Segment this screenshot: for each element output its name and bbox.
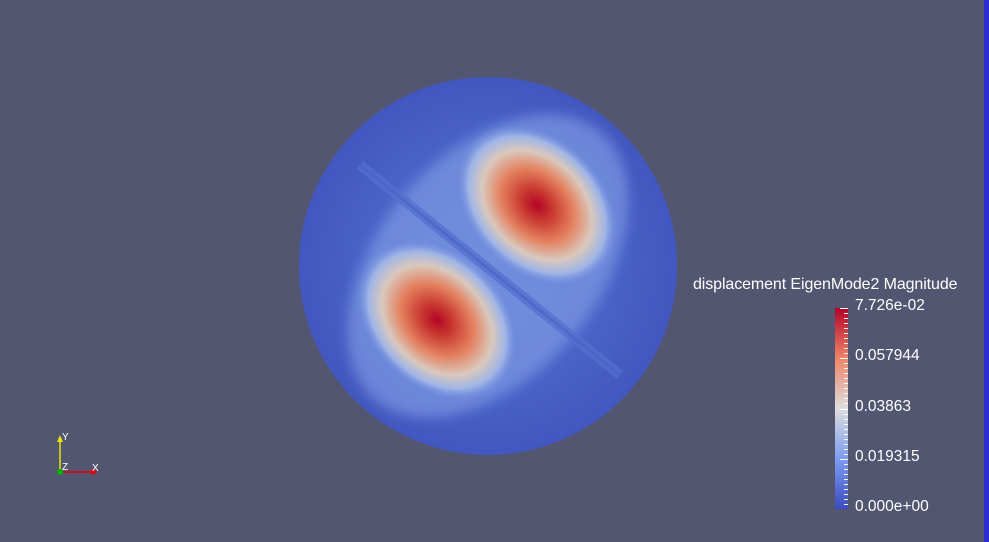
scalar-bar-tick-label: 0.019315 xyxy=(855,448,920,465)
y-axis-label: Y xyxy=(62,432,69,443)
z-axis-label: Z xyxy=(62,462,69,473)
scalar-bar-min-label: 0.000e+00 xyxy=(855,498,929,515)
orientation-axes xyxy=(57,435,98,475)
scalar-bar-title[interactable]: displacement EigenMode2 Magnitude xyxy=(693,276,958,293)
scalar-bar[interactable] xyxy=(835,308,848,509)
x-axis-label: X xyxy=(92,463,99,474)
lower-lobe xyxy=(356,239,518,401)
scalar-bar-tick-label: 0.057944 xyxy=(855,347,920,364)
scalar-bar-max-label: 7.726e-02 xyxy=(855,297,925,314)
z-axis-dot xyxy=(57,469,63,475)
upper-lobe xyxy=(456,124,618,286)
scalar-bar-tick-label: 0.03863 xyxy=(855,398,912,415)
disk-mesh xyxy=(299,77,677,455)
window-edge xyxy=(984,0,989,542)
